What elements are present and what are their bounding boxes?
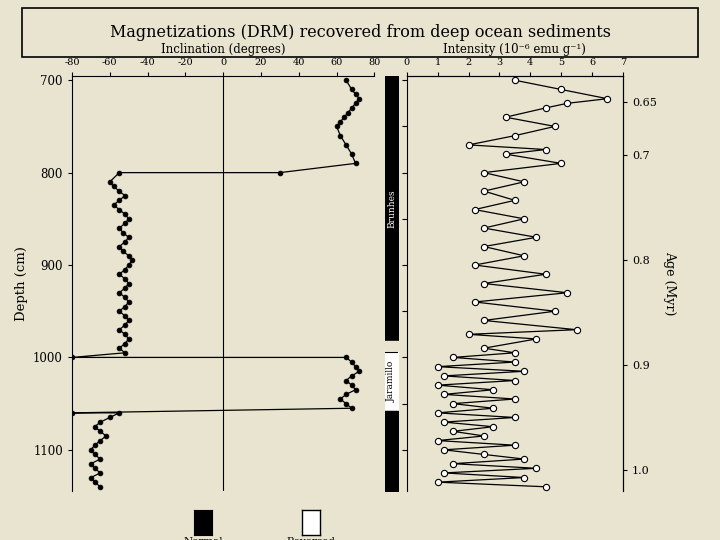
X-axis label: Intensity (10⁻⁶ emu g⁻¹): Intensity (10⁻⁶ emu g⁻¹): [444, 43, 586, 56]
Y-axis label: Depth (cm): Depth (cm): [14, 246, 27, 321]
Y-axis label: Age (Myr): Age (Myr): [663, 251, 676, 316]
Text: Brunhes: Brunhes: [387, 189, 396, 227]
Text: Jaramillo: Jaramillo: [387, 361, 396, 402]
X-axis label: Inclination (degrees): Inclination (degrees): [161, 43, 285, 56]
Text: Normal
field: Normal field: [183, 537, 223, 540]
Text: Reversed
field: Reversed field: [287, 537, 336, 540]
Text: Magnetizations (DRM) recovered from deep ocean sediments: Magnetizations (DRM) recovered from deep…: [109, 24, 611, 41]
